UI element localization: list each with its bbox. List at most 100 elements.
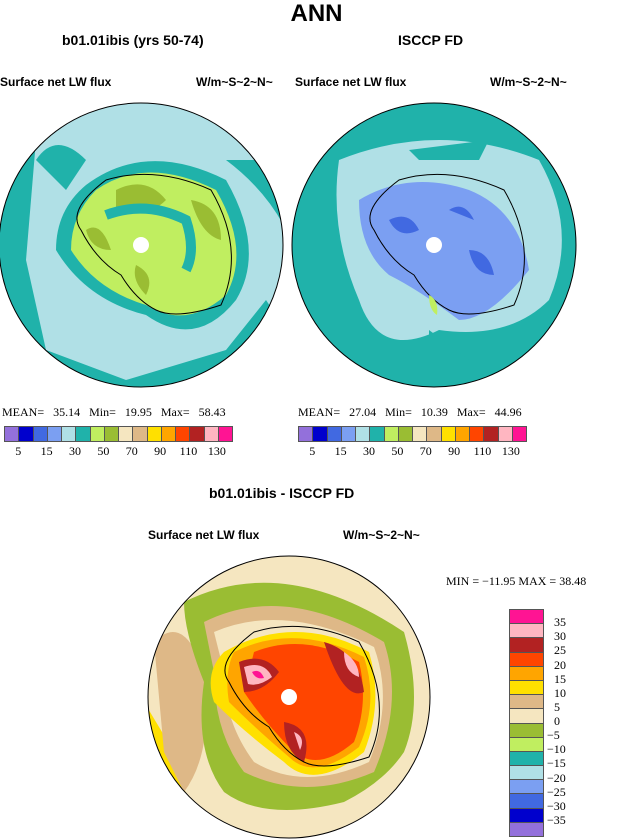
colorbar-box <box>327 427 342 441</box>
colorbar-box <box>19 427 34 441</box>
colorbar-box <box>370 427 385 441</box>
max-value: 44.96 <box>494 405 522 419</box>
mean-label: MEAN= <box>2 405 45 419</box>
colorbar-box <box>510 709 543 724</box>
colorbar-box <box>204 427 219 441</box>
colorbar-box <box>510 624 543 639</box>
colorbar-box <box>104 427 119 441</box>
colorbar-box <box>119 427 134 441</box>
min-label: Min= <box>89 405 116 419</box>
colorbar-box <box>510 766 543 781</box>
colorbar-box <box>147 427 162 441</box>
panel2-polar-map <box>291 102 577 388</box>
diff-polar-map <box>147 555 431 839</box>
max-label: Max= <box>160 405 190 419</box>
colorbar-label: 110 <box>473 444 492 458</box>
mean-label: MEAN= <box>298 405 341 419</box>
colorbar-box <box>510 666 543 681</box>
colorbar-box <box>512 427 526 441</box>
colorbar-box <box>218 427 232 441</box>
min-value: 19.95 <box>124 405 152 419</box>
colorbar-box <box>510 610 543 625</box>
colorbar-label: 15 <box>40 444 53 458</box>
diff-panel-title: b01.01ibis - ISCCP FD <box>209 485 355 501</box>
colorbar-label: 5 <box>15 444 22 458</box>
panel2-units: W/m~S~2~N~ <box>490 75 567 89</box>
colorbar-box <box>510 794 543 809</box>
colorbar-label: −25 <box>547 784 566 799</box>
colorbar-label: 50 <box>97 444 110 458</box>
colorbar-box <box>341 427 356 441</box>
panel1-stats: MEAN= 35.14 Min= 19.95 Max= 58.43 <box>2 405 226 420</box>
colorbar-box <box>161 427 176 441</box>
colorbar-box <box>510 695 543 710</box>
panel2-left-label: Surface net LW flux <box>295 75 407 89</box>
colorbar-box <box>384 427 399 441</box>
min-label: Min= <box>385 405 412 419</box>
colorbar-label: 130 <box>207 444 226 458</box>
panel1-title: b01.01ibis (yrs 50-74) <box>62 32 204 48</box>
colorbar-box <box>470 427 485 441</box>
colorbar-label: 90 <box>448 444 461 458</box>
colorbar-label: 10 <box>554 685 566 700</box>
colorbar-box <box>33 427 48 441</box>
colorbar-box <box>356 427 371 441</box>
diff-units: W/m~S~2~N~ <box>343 528 420 542</box>
colorbar-label: 25 <box>554 643 566 658</box>
colorbar-box <box>510 737 543 752</box>
colorbar-box <box>299 427 314 441</box>
colorbar-label: −10 <box>547 742 566 757</box>
colorbar-label: 15 <box>554 671 566 686</box>
colorbar-box <box>5 427 20 441</box>
colorbar-box <box>484 427 499 441</box>
colorbar-label: 30 <box>554 629 566 644</box>
colorbar-box <box>510 638 543 653</box>
panel1-colorbar <box>4 426 233 442</box>
colorbar-box <box>427 427 442 441</box>
colorbar-label: 30 <box>68 444 81 458</box>
panel2-title: ISCCP FD <box>398 32 464 48</box>
min-value: 10.39 <box>420 405 448 419</box>
mean-value: 27.04 <box>349 405 377 419</box>
colorbar-box <box>510 822 543 836</box>
colorbar-label: 5 <box>309 444 316 458</box>
colorbar-box <box>176 427 191 441</box>
colorbar-box <box>76 427 91 441</box>
colorbar-label: 110 <box>179 444 198 458</box>
colorbar-box <box>133 427 148 441</box>
colorbar-label: −30 <box>547 798 566 813</box>
colorbar-box <box>62 427 77 441</box>
colorbar-box <box>47 427 62 441</box>
colorbar-label: 70 <box>419 444 432 458</box>
colorbar-label: 130 <box>501 444 520 458</box>
colorbar-box <box>90 427 105 441</box>
colorbar-label: 15 <box>334 444 347 458</box>
max-label: Max= <box>456 405 486 419</box>
colorbar-box <box>510 680 543 696</box>
diff-stats: MIN = −11.95 MAX = 38.48 <box>446 574 587 588</box>
colorbar-label: 5 <box>554 699 560 714</box>
colorbar-box <box>510 780 543 795</box>
panel1-left-label: Surface net LW flux <box>0 75 112 89</box>
colorbar-label: −20 <box>547 770 566 785</box>
mean-value: 35.14 <box>53 405 81 419</box>
colorbar-box <box>510 808 543 823</box>
colorbar-label: 90 <box>154 444 167 458</box>
colorbar-box <box>498 427 513 441</box>
panel2-stats: MEAN= 27.04 Min= 10.39 Max= 44.96 <box>298 405 522 420</box>
colorbar-box <box>510 723 543 738</box>
max-value: 58.43 <box>198 405 226 419</box>
colorbar-label: 0 <box>554 714 560 728</box>
colorbar-label: 20 <box>554 657 566 672</box>
colorbar-label: 30 <box>362 444 375 458</box>
diff-colorbar <box>509 609 544 837</box>
diff-left-label: Surface net LW flux <box>148 528 260 542</box>
colorbar-box <box>313 427 328 441</box>
colorbar-label: 50 <box>391 444 404 458</box>
colorbar-label: −15 <box>547 756 566 771</box>
colorbar-box <box>398 427 413 441</box>
colorbar-box <box>441 427 456 441</box>
colorbar-label: −35 <box>547 812 566 827</box>
colorbar-box <box>455 427 470 441</box>
